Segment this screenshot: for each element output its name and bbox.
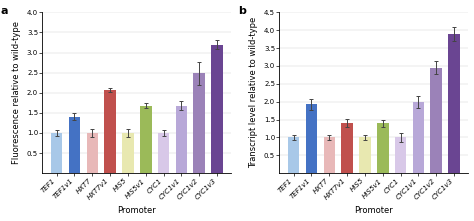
Bar: [104, 90, 116, 173]
Bar: [193, 73, 205, 173]
Bar: [69, 117, 80, 173]
Y-axis label: Fluorescence relative to wild-type: Fluorescence relative to wild-type: [12, 21, 21, 164]
Bar: [448, 34, 460, 173]
Bar: [176, 106, 187, 173]
Bar: [122, 133, 134, 173]
Y-axis label: Transcript level relative to wild-type: Transcript level relative to wild-type: [249, 17, 258, 168]
Bar: [395, 137, 406, 173]
X-axis label: Promoter: Promoter: [118, 206, 156, 215]
Bar: [359, 137, 371, 173]
Bar: [158, 133, 169, 173]
Bar: [430, 68, 442, 173]
Bar: [140, 106, 152, 173]
X-axis label: Promoter: Promoter: [355, 206, 393, 215]
Bar: [324, 137, 335, 173]
Bar: [377, 123, 389, 173]
Bar: [51, 133, 63, 173]
Bar: [306, 104, 317, 173]
Bar: [341, 123, 353, 173]
Bar: [211, 44, 223, 173]
Text: a: a: [0, 6, 8, 16]
Bar: [413, 102, 424, 173]
Bar: [87, 133, 98, 173]
Text: b: b: [237, 6, 246, 16]
Bar: [288, 137, 300, 173]
